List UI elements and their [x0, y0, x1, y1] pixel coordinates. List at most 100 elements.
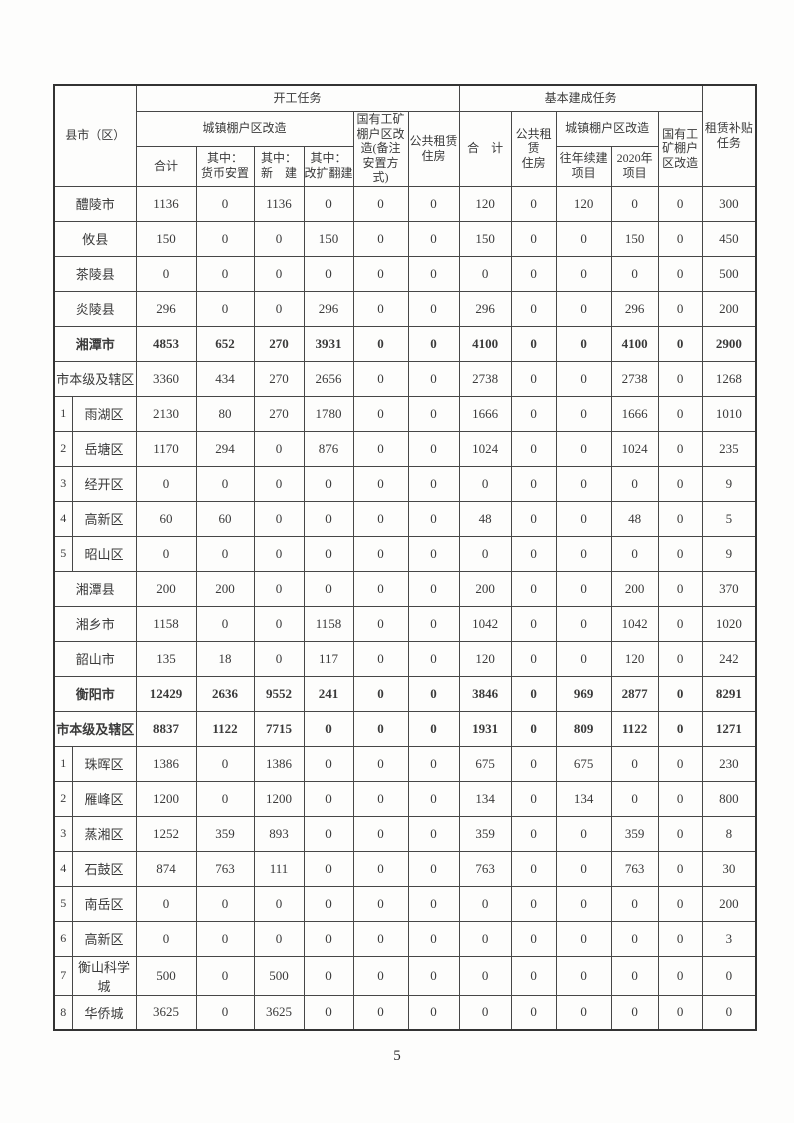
value-cell: 0 [352, 994, 409, 1031]
value-cell: 763 [195, 850, 255, 887]
value-cell: 0 [303, 885, 354, 922]
value-cell: 0 [253, 255, 305, 292]
value-cell: 0 [510, 955, 557, 996]
value-cell: 0 [135, 535, 197, 572]
value-cell: 0 [657, 710, 703, 747]
county-name-cell: 华侨城 [71, 994, 137, 1031]
value-cell: 0 [303, 500, 354, 537]
value-cell: 48 [610, 500, 659, 537]
value-cell: 242 [701, 640, 757, 677]
value-cell: 0 [510, 605, 557, 642]
row-number-cell: 4 [53, 850, 73, 887]
value-cell: 200 [195, 570, 255, 607]
value-cell: 1122 [195, 710, 255, 747]
county-name-cell: 珠晖区 [71, 745, 137, 782]
value-cell: 0 [510, 920, 557, 957]
value-cell: 150 [135, 220, 197, 257]
value-cell: 0 [303, 850, 354, 887]
value-cell: 0 [195, 290, 255, 327]
value-cell: 0 [352, 220, 409, 257]
value-cell: 1386 [135, 745, 197, 782]
county-name-cell: 醴陵市 [53, 185, 137, 222]
value-cell: 0 [657, 570, 703, 607]
value-cell: 150 [458, 220, 512, 257]
value-cell: 0 [657, 885, 703, 922]
value-cell: 294 [195, 430, 255, 467]
value-cell: 0 [407, 185, 460, 222]
table-row: 湘潭县 200 200 0 0 0 0 200 0 0 200 0 370 [53, 570, 757, 607]
value-cell: 0 [352, 745, 409, 782]
value-cell: 300 [701, 185, 757, 222]
value-cell: 117 [303, 640, 354, 677]
value-cell: 150 [303, 220, 354, 257]
value-cell: 0 [135, 465, 197, 502]
value-cell: 0 [510, 395, 557, 432]
value-cell: 0 [407, 395, 460, 432]
value-cell: 876 [303, 430, 354, 467]
value-cell: 3360 [135, 360, 197, 397]
value-cell: 0 [195, 920, 255, 957]
row-number-cell: 3 [53, 815, 73, 852]
value-cell: 0 [352, 535, 409, 572]
value-cell: 0 [253, 920, 305, 957]
header-total-right: 合 计 [458, 110, 512, 187]
table-row: 2 雁峰区 1200 0 1200 0 0 0 134 0 134 0 0 800 [53, 780, 757, 817]
table-row: 湘乡市 1158 0 0 1158 0 0 1042 0 0 1042 0 1020 [53, 605, 757, 642]
value-cell: 1024 [610, 430, 659, 467]
table-row: 衡阳市 12429 2636 9552 241 0 0 3846 0 969 2877 0 8291 [53, 675, 757, 712]
county-name-cell: 市本级及辖区 [53, 360, 137, 397]
value-cell: 235 [701, 430, 757, 467]
value-cell: 0 [555, 920, 612, 957]
county-name-cell: 茶陵县 [53, 255, 137, 292]
value-cell: 0 [407, 850, 460, 887]
value-cell: 0 [407, 430, 460, 467]
value-cell: 0 [352, 395, 409, 432]
value-cell: 0 [195, 745, 255, 782]
value-cell: 0 [407, 500, 460, 537]
county-name-cell: 岳塘区 [71, 430, 137, 467]
value-cell: 0 [458, 955, 512, 996]
value-cell: 0 [303, 780, 354, 817]
row-number-cell: 2 [53, 780, 73, 817]
table-row: 市本级及辖区 3360 434 270 2656 0 0 2738 0 0 2738 0 1268 [53, 360, 757, 397]
value-cell: 5 [701, 500, 757, 537]
value-cell: 48 [458, 500, 512, 537]
value-cell: 3625 [253, 994, 305, 1031]
value-cell: 1042 [458, 605, 512, 642]
value-cell: 0 [303, 465, 354, 502]
header-monetary: 其中： 货币安置 [195, 145, 255, 187]
value-cell: 0 [303, 955, 354, 996]
table-row: 5 南岳区 0 0 0 0 0 0 0 0 0 0 0 200 [53, 885, 757, 922]
row-number-cell: 5 [53, 535, 73, 572]
value-cell: 1136 [135, 185, 197, 222]
value-cell: 0 [610, 185, 659, 222]
value-cell: 0 [407, 994, 460, 1031]
value-cell: 0 [352, 815, 409, 852]
value-cell: 296 [135, 290, 197, 327]
county-name-cell: 高新区 [71, 500, 137, 537]
value-cell: 0 [303, 255, 354, 292]
value-cell: 0 [135, 920, 197, 957]
value-cell: 4100 [458, 325, 512, 362]
value-cell: 0 [555, 605, 612, 642]
row-number-cell: 4 [53, 500, 73, 537]
table-row: 5 昭山区 0 0 0 0 0 0 0 0 0 0 0 9 [53, 535, 757, 572]
value-cell: 241 [303, 675, 354, 712]
header-state-owned-left: 国有工矿 棚户区改 造(备注 安置方 式) [352, 110, 409, 187]
table-row: 4 石鼓区 874 763 111 0 0 0 763 0 0 763 0 30 [53, 850, 757, 887]
value-cell: 0 [510, 220, 557, 257]
county-name-cell: 高新区 [71, 920, 137, 957]
value-cell: 0 [303, 745, 354, 782]
page-number: 5 [393, 1048, 401, 1064]
value-cell: 2738 [458, 360, 512, 397]
value-cell: 60 [195, 500, 255, 537]
header-county: 县市（区） [53, 84, 137, 187]
value-cell: 0 [458, 885, 512, 922]
table-row: 韶山市 135 18 0 117 0 0 120 0 0 120 0 242 [53, 640, 757, 677]
value-cell: 0 [407, 255, 460, 292]
value-cell: 0 [657, 920, 703, 957]
value-cell: 675 [458, 745, 512, 782]
county-name-cell: 石鼓区 [71, 850, 137, 887]
county-name-cell: 湘潭市 [53, 325, 137, 362]
